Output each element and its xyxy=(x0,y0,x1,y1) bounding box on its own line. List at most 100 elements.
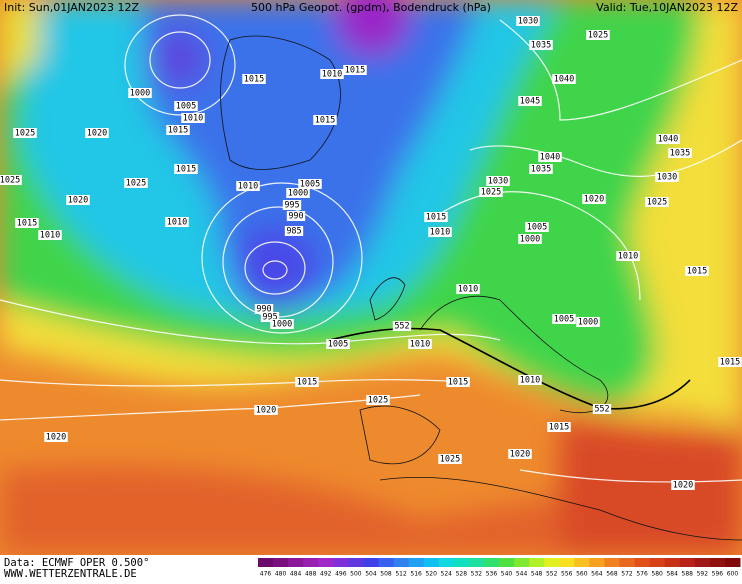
isobar-label: 1010 xyxy=(167,218,187,228)
isobar-label: 1015 xyxy=(687,267,707,277)
isobar-label: 1015 xyxy=(244,75,264,85)
isobar-label-bg xyxy=(392,321,412,331)
isobar-label-bg xyxy=(38,230,62,240)
isobar-label: 1010 xyxy=(410,340,430,350)
colorbar-label: 584 xyxy=(666,571,678,578)
isobar-label-bg xyxy=(616,251,640,261)
isobar-label: 1005 xyxy=(328,340,348,350)
colorbar-swatch xyxy=(483,558,500,567)
isobar-label: 1010 xyxy=(238,182,258,192)
isobar-label: 1005 xyxy=(300,180,320,190)
isobar-label: 1025 xyxy=(588,31,608,41)
isobar-label-bg xyxy=(343,65,367,75)
isobar-label-bg xyxy=(408,339,432,349)
isobar-label-bg xyxy=(508,449,532,459)
isobar-label-bg xyxy=(254,405,278,415)
isobar-label-bg xyxy=(13,128,37,138)
isobar-label-bg xyxy=(124,178,148,188)
isobar-label: 1015 xyxy=(426,213,446,223)
isobar-label-bg xyxy=(718,357,742,367)
isobar-label: 1025 xyxy=(0,176,20,186)
colorbar: 476 480 484 488 492 496 500 504 508 512 516 520 524 5… xyxy=(258,558,741,578)
isobar-label-bg xyxy=(576,317,600,327)
colorbar-swatch xyxy=(649,558,666,567)
isobar-label: 1010 xyxy=(458,285,478,295)
isobar-label: 552 xyxy=(594,405,609,415)
isobar-label-bg xyxy=(286,211,306,221)
isobar-label: 1010 xyxy=(183,114,203,124)
colorbar-label: 500 xyxy=(350,571,362,578)
colorbar-swatch xyxy=(453,558,470,567)
isobar-label-bg xyxy=(592,404,612,414)
isobar-label-bg xyxy=(645,197,669,207)
isobar-label-bg xyxy=(254,304,274,314)
isobar-label: 1015 xyxy=(168,126,188,136)
colorbar-swatch xyxy=(634,558,651,567)
colorbar-swatch xyxy=(333,558,349,567)
colorbar-swatch xyxy=(468,558,485,567)
isobar-label-bg xyxy=(552,74,576,84)
isobar-label-bg xyxy=(313,115,337,125)
isobar-label: 1020 xyxy=(256,406,276,416)
isobar-label-bg xyxy=(518,96,542,106)
colorbar-label: 480 xyxy=(275,571,287,578)
colorbar-label: 548 xyxy=(531,571,543,578)
isobar-label-bg xyxy=(479,187,503,197)
isobar-label: 995 xyxy=(284,201,299,211)
colorbar-label: 520 xyxy=(425,571,437,578)
isobar-label-bg xyxy=(286,188,310,198)
isobar-label-bg xyxy=(552,314,576,324)
isobar-label: 1030 xyxy=(518,17,538,27)
isobar-label-bg xyxy=(260,312,280,322)
isobar-label-bg xyxy=(547,422,571,432)
isobar-label: 1015 xyxy=(549,423,569,433)
isobar-label-bg xyxy=(486,176,510,186)
colorbar-swatch xyxy=(529,558,545,567)
isobar-label-bg xyxy=(295,377,319,387)
colorbar-swatch xyxy=(514,558,530,567)
isobar-label-bg xyxy=(66,195,90,205)
colorbar-swatch xyxy=(303,558,319,567)
valid-time: Valid: Tue,10JAN2023 12Z xyxy=(596,1,738,14)
isobar-label-bg xyxy=(166,125,190,135)
isobar-label-bg xyxy=(456,284,480,294)
isobar-label: 1015 xyxy=(17,219,37,229)
isobar-label-bg xyxy=(518,375,542,385)
colorbar-label: 576 xyxy=(636,571,648,578)
colorbar-swatch xyxy=(363,558,379,567)
isobar-label: 1040 xyxy=(540,153,560,163)
colorbar-label: 600 xyxy=(727,571,739,578)
colorbar-label: 484 xyxy=(290,571,302,578)
isobar-label: 1000 xyxy=(520,235,540,245)
colorbar-swatch xyxy=(499,558,515,567)
isobar-label: 1035 xyxy=(531,165,551,175)
isobar-label: 1020 xyxy=(68,196,88,206)
isobar-label-bg xyxy=(270,319,294,329)
isobar-label-bg xyxy=(529,40,553,50)
colorbar-swatch xyxy=(408,558,425,567)
isobar-label: 1030 xyxy=(488,177,508,187)
colorbar-swatch xyxy=(258,558,274,567)
colorbar-swatch xyxy=(288,558,304,567)
isobar-label: 1005 xyxy=(176,102,196,112)
isobar-label-bg xyxy=(538,152,562,162)
site-name: WWW.WETTERZENTRALE.DE xyxy=(4,568,137,580)
colorbar-swatch xyxy=(348,558,364,567)
colorbar-label: 496 xyxy=(335,571,347,578)
isobar-label: 1005 xyxy=(554,315,574,325)
isobar-label: 1000 xyxy=(578,318,598,328)
isobar-label-bg xyxy=(428,227,452,237)
colorbar-label: 492 xyxy=(320,571,332,578)
colorbar-label: 568 xyxy=(606,571,618,578)
isobar-label: 990 xyxy=(288,212,303,222)
isobar-label-bg xyxy=(85,128,109,138)
colorbar-swatch xyxy=(604,558,620,567)
isobar-label-bg xyxy=(284,226,304,236)
isobar-label-bg xyxy=(174,164,198,174)
colorbar-swatch xyxy=(709,558,726,567)
isobar-label: 1025 xyxy=(15,129,35,139)
map-title: 500 hPa Geopot. (gpdm), Bodendruck (hPa) xyxy=(251,1,491,14)
isobar-label-bg xyxy=(586,30,610,40)
isobar-label-bg xyxy=(671,480,695,490)
isobar-label-bg xyxy=(529,164,553,174)
